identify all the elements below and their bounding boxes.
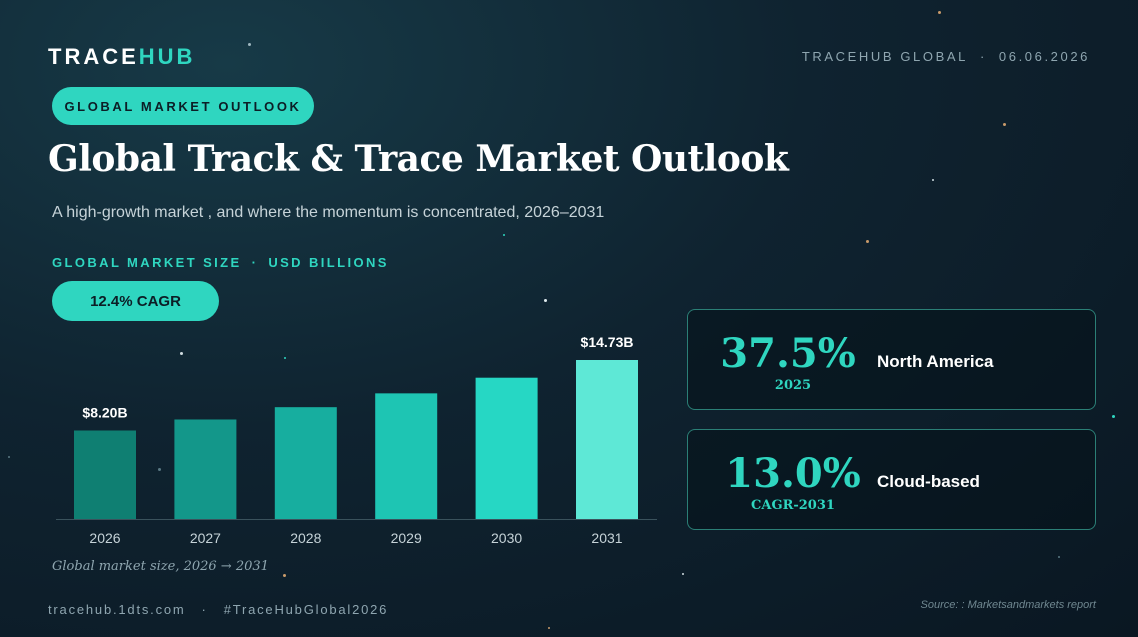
star-decoration [548,627,550,629]
footer-hashtag: #TraceHubGlobal2026 [223,602,389,617]
stat-card-cloud-based: 13.0% CAGR-2031 Cloud-based [687,429,1096,530]
star-decoration [284,357,286,359]
section-badge: GLOBAL MARKET OUTLOOK [52,87,314,125]
star-decoration [283,574,286,577]
stat-card-sublabel: CAGR-2031 [751,498,835,513]
footer-links: tracehub.1dts.com · #TraceHubGlobal2026 [48,602,388,617]
star-decoration [932,179,934,181]
star-decoration [682,573,684,575]
star-decoration [180,352,183,355]
header-date: 06.06.2026 [998,49,1090,64]
star-decoration [1003,123,1006,126]
header-separator: · [979,49,987,64]
x-tick-label: 2029 [391,530,422,546]
bar-2028 [274,407,337,519]
bar-2027 [174,419,237,519]
stat-card-value: 13.0% [725,450,861,497]
page-title: Global Track & Trace Market Outlook [48,138,789,180]
footer-separator: · [201,602,208,617]
footer-website-link[interactable]: tracehub.1dts.com [48,602,186,617]
chart-section-unit: USD BILLIONS [268,255,389,270]
brand-logo: TRACEHUB [48,44,195,70]
stat-card-value: 37.5% [720,330,856,377]
bar-2029 [375,393,438,519]
chart-caption: Global market size, 2026 → 2031 [52,559,269,574]
star-decoration [158,468,161,471]
page-subtitle: A high-growth market , and where the mom… [52,204,605,221]
chart-section-title: GLOBAL MARKET SIZE [52,255,242,270]
cagr-badge: 12.4% CAGR [52,281,219,321]
star-decoration [938,11,941,14]
star-decoration [866,240,869,243]
star-decoration [1112,415,1115,418]
chart-section-label: GLOBAL MARKET SIZE · USD BILLIONS [52,255,389,270]
stat-card-sublabel: 2025 [774,378,812,393]
bar-data-label: $14.73B [581,334,634,350]
stat-card-north-america: 37.5% 2025 North America [687,309,1096,410]
brand-name-accent: HUB [138,44,196,69]
chart-section-separator: · [251,255,259,270]
star-decoration [248,43,251,46]
x-tick-label: 2026 [89,530,120,546]
bar-2026 [74,430,136,519]
star-decoration [8,456,10,458]
brand-name-primary: TRACE [48,44,139,69]
header-org: TRACEHUB GLOBAL [801,49,968,64]
source-note: Source: : Marketsandmarkets report [920,599,1096,611]
header-meta: TRACEHUB GLOBAL · 06.06.2026 [802,49,1090,64]
stat-card-label: North America [877,352,994,371]
bar-2031 [576,360,638,519]
x-tick-label: 2031 [591,530,622,546]
star-decoration [544,299,547,302]
x-tick-label: 2030 [491,530,522,546]
star-decoration [503,234,505,236]
x-tick-label: 2027 [190,530,221,546]
x-tick-label: 2028 [290,530,321,546]
bar-data-label: $8.20B [82,404,127,420]
bar-2030 [475,377,538,519]
star-decoration [1058,556,1060,558]
stat-card-label: Cloud-based [877,472,980,491]
